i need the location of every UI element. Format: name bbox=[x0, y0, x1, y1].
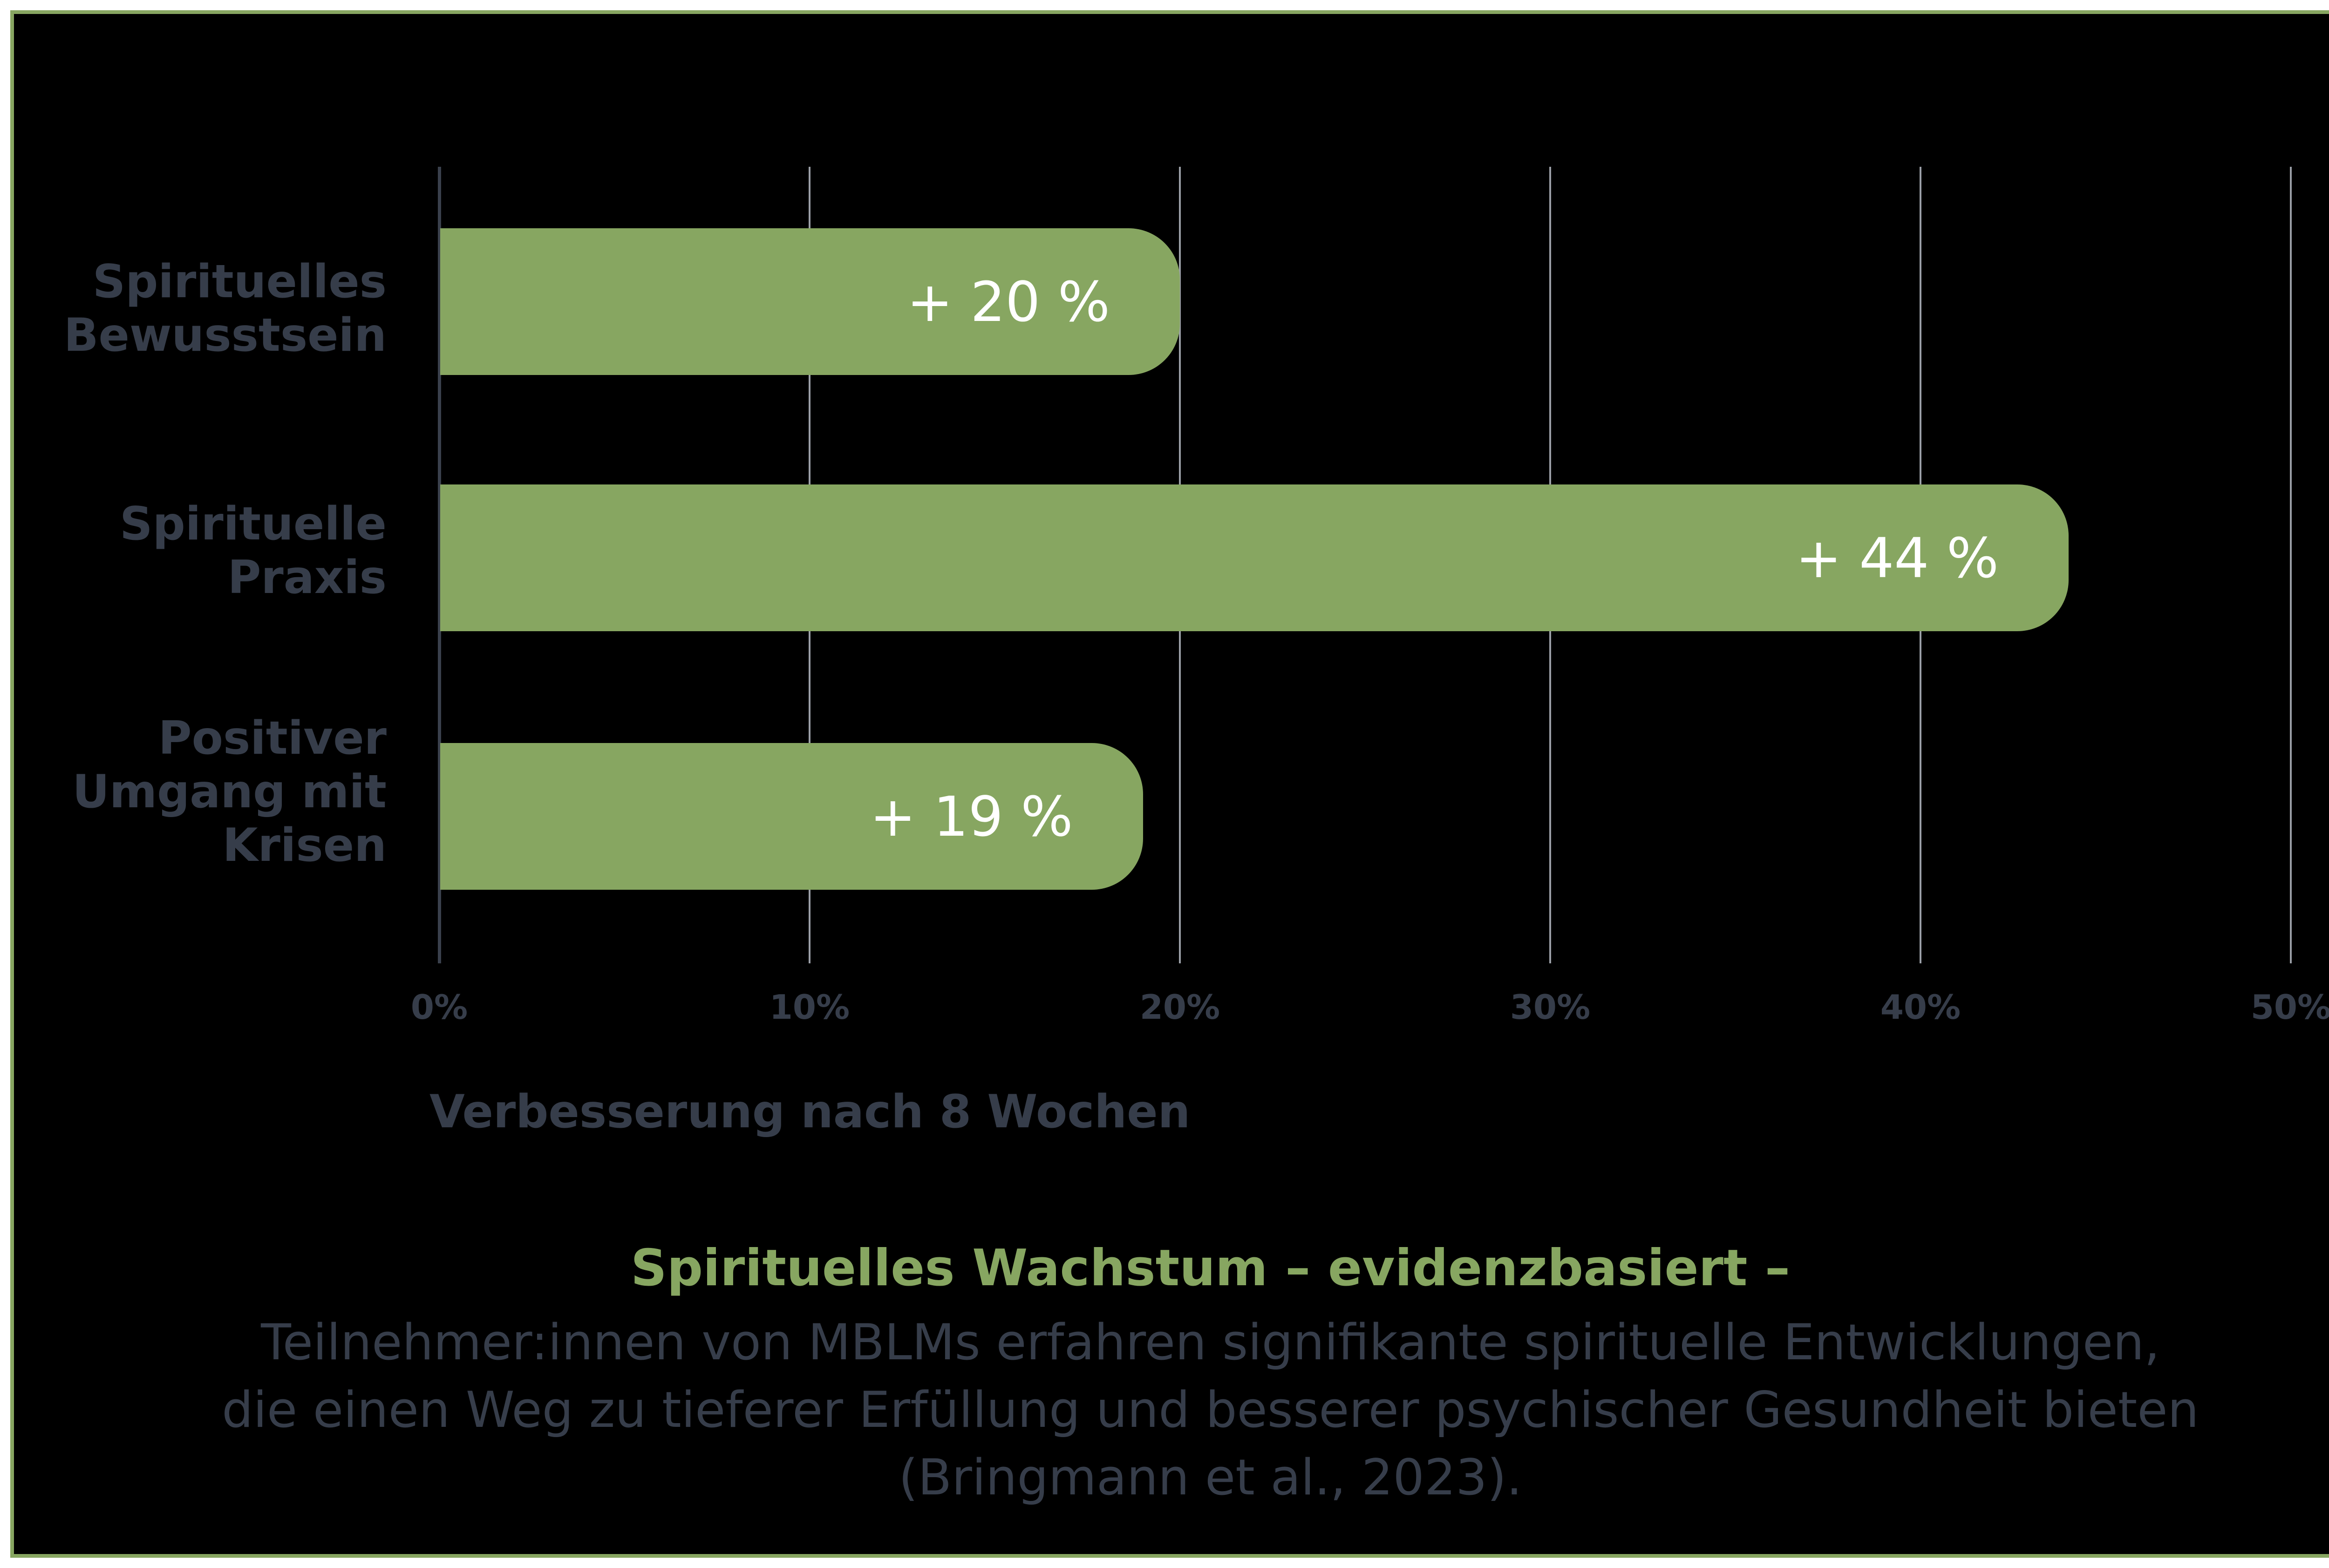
x-tick-label: 50% bbox=[2250, 988, 2329, 1027]
category-label: Umgang mit bbox=[72, 765, 387, 818]
bar-value-label: + 44 % bbox=[1795, 525, 1999, 590]
category-label: Bewusstsein bbox=[63, 309, 387, 362]
gridline-50 bbox=[2290, 167, 2292, 963]
x-tick-label: 30% bbox=[1510, 988, 1591, 1027]
bar: + 20 % bbox=[440, 228, 1180, 375]
x-tick-label: 10% bbox=[769, 988, 850, 1027]
caption-title: Spirituelles Wachstum – evidenzbasiert – bbox=[630, 1239, 1791, 1297]
bar-value-label: + 20 % bbox=[906, 269, 1110, 334]
category-label: Spirituelle bbox=[120, 498, 387, 551]
chart-frame: 0% 10% 20% 30% 40% 50% + 20 % Spirituelles Bewus… bbox=[10, 10, 2329, 1558]
category-label: Praxis bbox=[227, 551, 387, 604]
x-axis-title: Verbesserung nach 8 Wochen bbox=[429, 1085, 1191, 1139]
caption-line-2: die einen Weg zu tieferer Erfüllung und … bbox=[222, 1381, 2199, 1438]
bar: + 19 % bbox=[440, 743, 1143, 890]
bar-value-label: + 19 % bbox=[870, 784, 1073, 849]
plot-area: 0% 10% 20% 30% 40% 50% + 20 % Spirituelles Bewus… bbox=[14, 14, 2329, 1554]
caption-line-3: (Bringmann et al., 2023). bbox=[899, 1449, 1522, 1506]
category-label: Spirituelles bbox=[92, 255, 387, 308]
category-label: Positiver bbox=[158, 712, 387, 765]
gridline-0 bbox=[438, 167, 441, 963]
x-tick-label: 20% bbox=[1139, 988, 1220, 1027]
x-tick-label: 40% bbox=[1880, 988, 1961, 1027]
category-label: Krisen bbox=[222, 819, 387, 872]
bar: + 44 % bbox=[440, 484, 2069, 631]
caption-line-1: Teilnehmer:innen von MBLMs erfahren sign… bbox=[261, 1314, 2160, 1371]
x-tick-label: 0% bbox=[410, 988, 468, 1027]
